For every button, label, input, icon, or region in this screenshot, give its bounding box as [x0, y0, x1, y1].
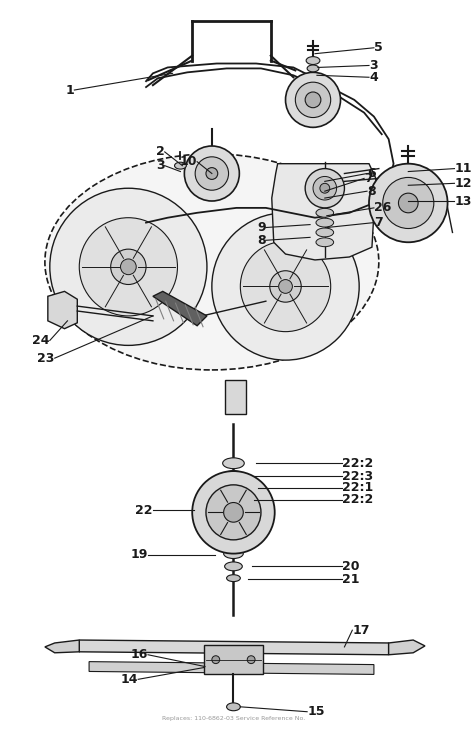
Circle shape [399, 194, 418, 213]
Circle shape [212, 656, 220, 663]
Text: Replaces: 110-6862-03 Service Reference No.: Replaces: 110-6862-03 Service Reference … [162, 716, 305, 721]
Circle shape [320, 183, 330, 194]
Text: 21: 21 [343, 572, 360, 586]
Circle shape [279, 279, 292, 293]
Circle shape [212, 213, 359, 360]
Text: 22: 22 [136, 504, 153, 517]
Circle shape [270, 270, 301, 302]
Text: 3: 3 [369, 59, 378, 72]
Ellipse shape [225, 562, 242, 571]
Circle shape [240, 241, 331, 331]
Text: 19: 19 [131, 548, 148, 561]
Bar [225, 380, 246, 414]
Polygon shape [153, 291, 207, 325]
Polygon shape [79, 640, 389, 655]
Ellipse shape [174, 162, 186, 169]
Text: 26: 26 [374, 202, 391, 214]
Circle shape [224, 503, 243, 522]
Text: 1: 1 [65, 84, 74, 97]
Ellipse shape [225, 471, 242, 479]
Text: 3: 3 [156, 159, 164, 172]
Text: 8: 8 [257, 234, 266, 247]
Ellipse shape [316, 237, 334, 247]
Polygon shape [389, 640, 425, 655]
Text: 2: 2 [156, 145, 164, 158]
Ellipse shape [227, 703, 240, 711]
Polygon shape [89, 662, 374, 674]
Circle shape [206, 168, 218, 180]
Text: 22:1: 22:1 [343, 482, 374, 494]
Text: 22:2: 22:2 [343, 493, 374, 506]
Circle shape [305, 92, 321, 108]
Text: 15: 15 [307, 705, 325, 718]
Text: 22:3: 22:3 [343, 470, 374, 482]
Circle shape [206, 485, 261, 539]
Circle shape [383, 177, 434, 229]
Text: 8: 8 [367, 185, 376, 198]
Text: 20: 20 [343, 560, 360, 573]
Text: 4: 4 [369, 71, 378, 84]
Text: 22:2: 22:2 [343, 457, 374, 470]
Circle shape [192, 471, 275, 553]
Ellipse shape [224, 490, 243, 501]
Ellipse shape [224, 549, 243, 559]
Text: 24: 24 [32, 334, 50, 347]
Circle shape [50, 188, 207, 345]
Text: 14: 14 [121, 673, 138, 686]
Ellipse shape [223, 458, 244, 468]
Circle shape [369, 163, 447, 243]
Circle shape [305, 169, 345, 208]
Circle shape [313, 177, 337, 200]
Ellipse shape [306, 56, 320, 65]
Text: 7: 7 [364, 172, 373, 185]
Circle shape [184, 146, 239, 201]
Circle shape [285, 73, 340, 128]
Text: 23: 23 [37, 352, 55, 364]
Polygon shape [45, 640, 79, 653]
Ellipse shape [45, 154, 379, 370]
Polygon shape [272, 163, 376, 260]
Circle shape [195, 157, 228, 190]
Text: 13: 13 [455, 194, 472, 207]
Text: 9: 9 [257, 221, 266, 234]
Text: 16: 16 [131, 648, 148, 661]
Ellipse shape [316, 228, 334, 237]
Ellipse shape [307, 65, 319, 72]
Circle shape [79, 218, 177, 316]
Ellipse shape [316, 218, 334, 227]
Text: 5: 5 [374, 41, 383, 54]
Circle shape [247, 656, 255, 663]
Ellipse shape [227, 575, 240, 581]
Bar [204, 645, 263, 674]
Ellipse shape [222, 479, 245, 490]
Text: 7: 7 [374, 216, 383, 229]
Text: 6: 6 [367, 167, 376, 180]
Polygon shape [48, 291, 77, 328]
Text: 10: 10 [180, 155, 197, 168]
Text: 17: 17 [352, 624, 370, 637]
Circle shape [111, 249, 146, 284]
Text: 11: 11 [455, 162, 472, 175]
Text: 12: 12 [455, 177, 472, 190]
Circle shape [120, 259, 136, 275]
Ellipse shape [316, 208, 334, 217]
Circle shape [295, 82, 331, 117]
